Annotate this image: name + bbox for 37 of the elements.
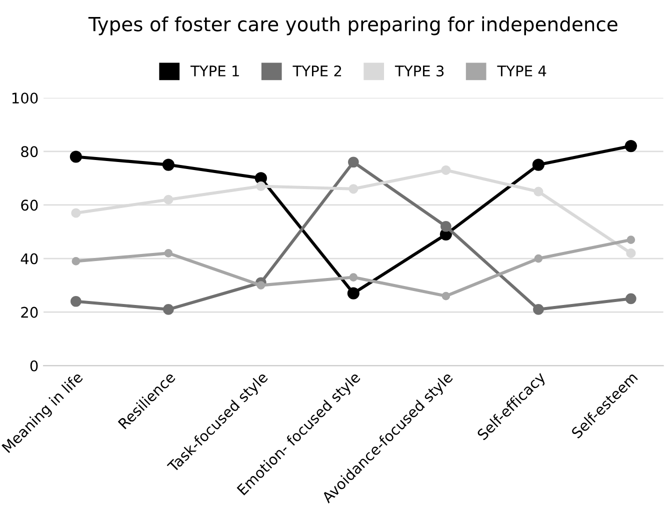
point [72, 257, 80, 266]
point [534, 254, 543, 263]
y-tick-label: 20 [21, 306, 38, 318]
y-tick-label: 80 [21, 146, 38, 158]
legend-label: TYPE 1 [190, 66, 239, 76]
point [442, 292, 450, 300]
y-tick-label: 40 [20, 253, 38, 264]
point [70, 296, 82, 307]
point [254, 172, 267, 184]
point [626, 293, 636, 304]
legend-label: TYPE 2 [292, 65, 342, 76]
chart-title: Types of foster care youth preparing for independence [88, 16, 618, 36]
point [441, 165, 451, 175]
point [624, 140, 637, 152]
y-tick-label: 0 [30, 360, 38, 372]
point [70, 150, 82, 163]
point [626, 248, 636, 258]
point [348, 184, 358, 194]
legend-label: TYPE 3 [394, 65, 444, 77]
point [534, 186, 544, 196]
point [164, 194, 174, 204]
point [163, 304, 174, 315]
y-tick-label: 100 [12, 92, 38, 104]
point [348, 156, 359, 168]
point [164, 249, 173, 258]
point [162, 158, 174, 171]
point [440, 220, 452, 232]
legend-label: TYPE 4 [497, 66, 546, 76]
point [349, 273, 358, 282]
point [256, 181, 266, 192]
point [533, 304, 544, 315]
point [532, 158, 544, 171]
y-tick-label: 60 [21, 200, 38, 211]
point [347, 287, 360, 300]
point [256, 281, 266, 290]
point [71, 208, 81, 218]
point [626, 236, 636, 244]
